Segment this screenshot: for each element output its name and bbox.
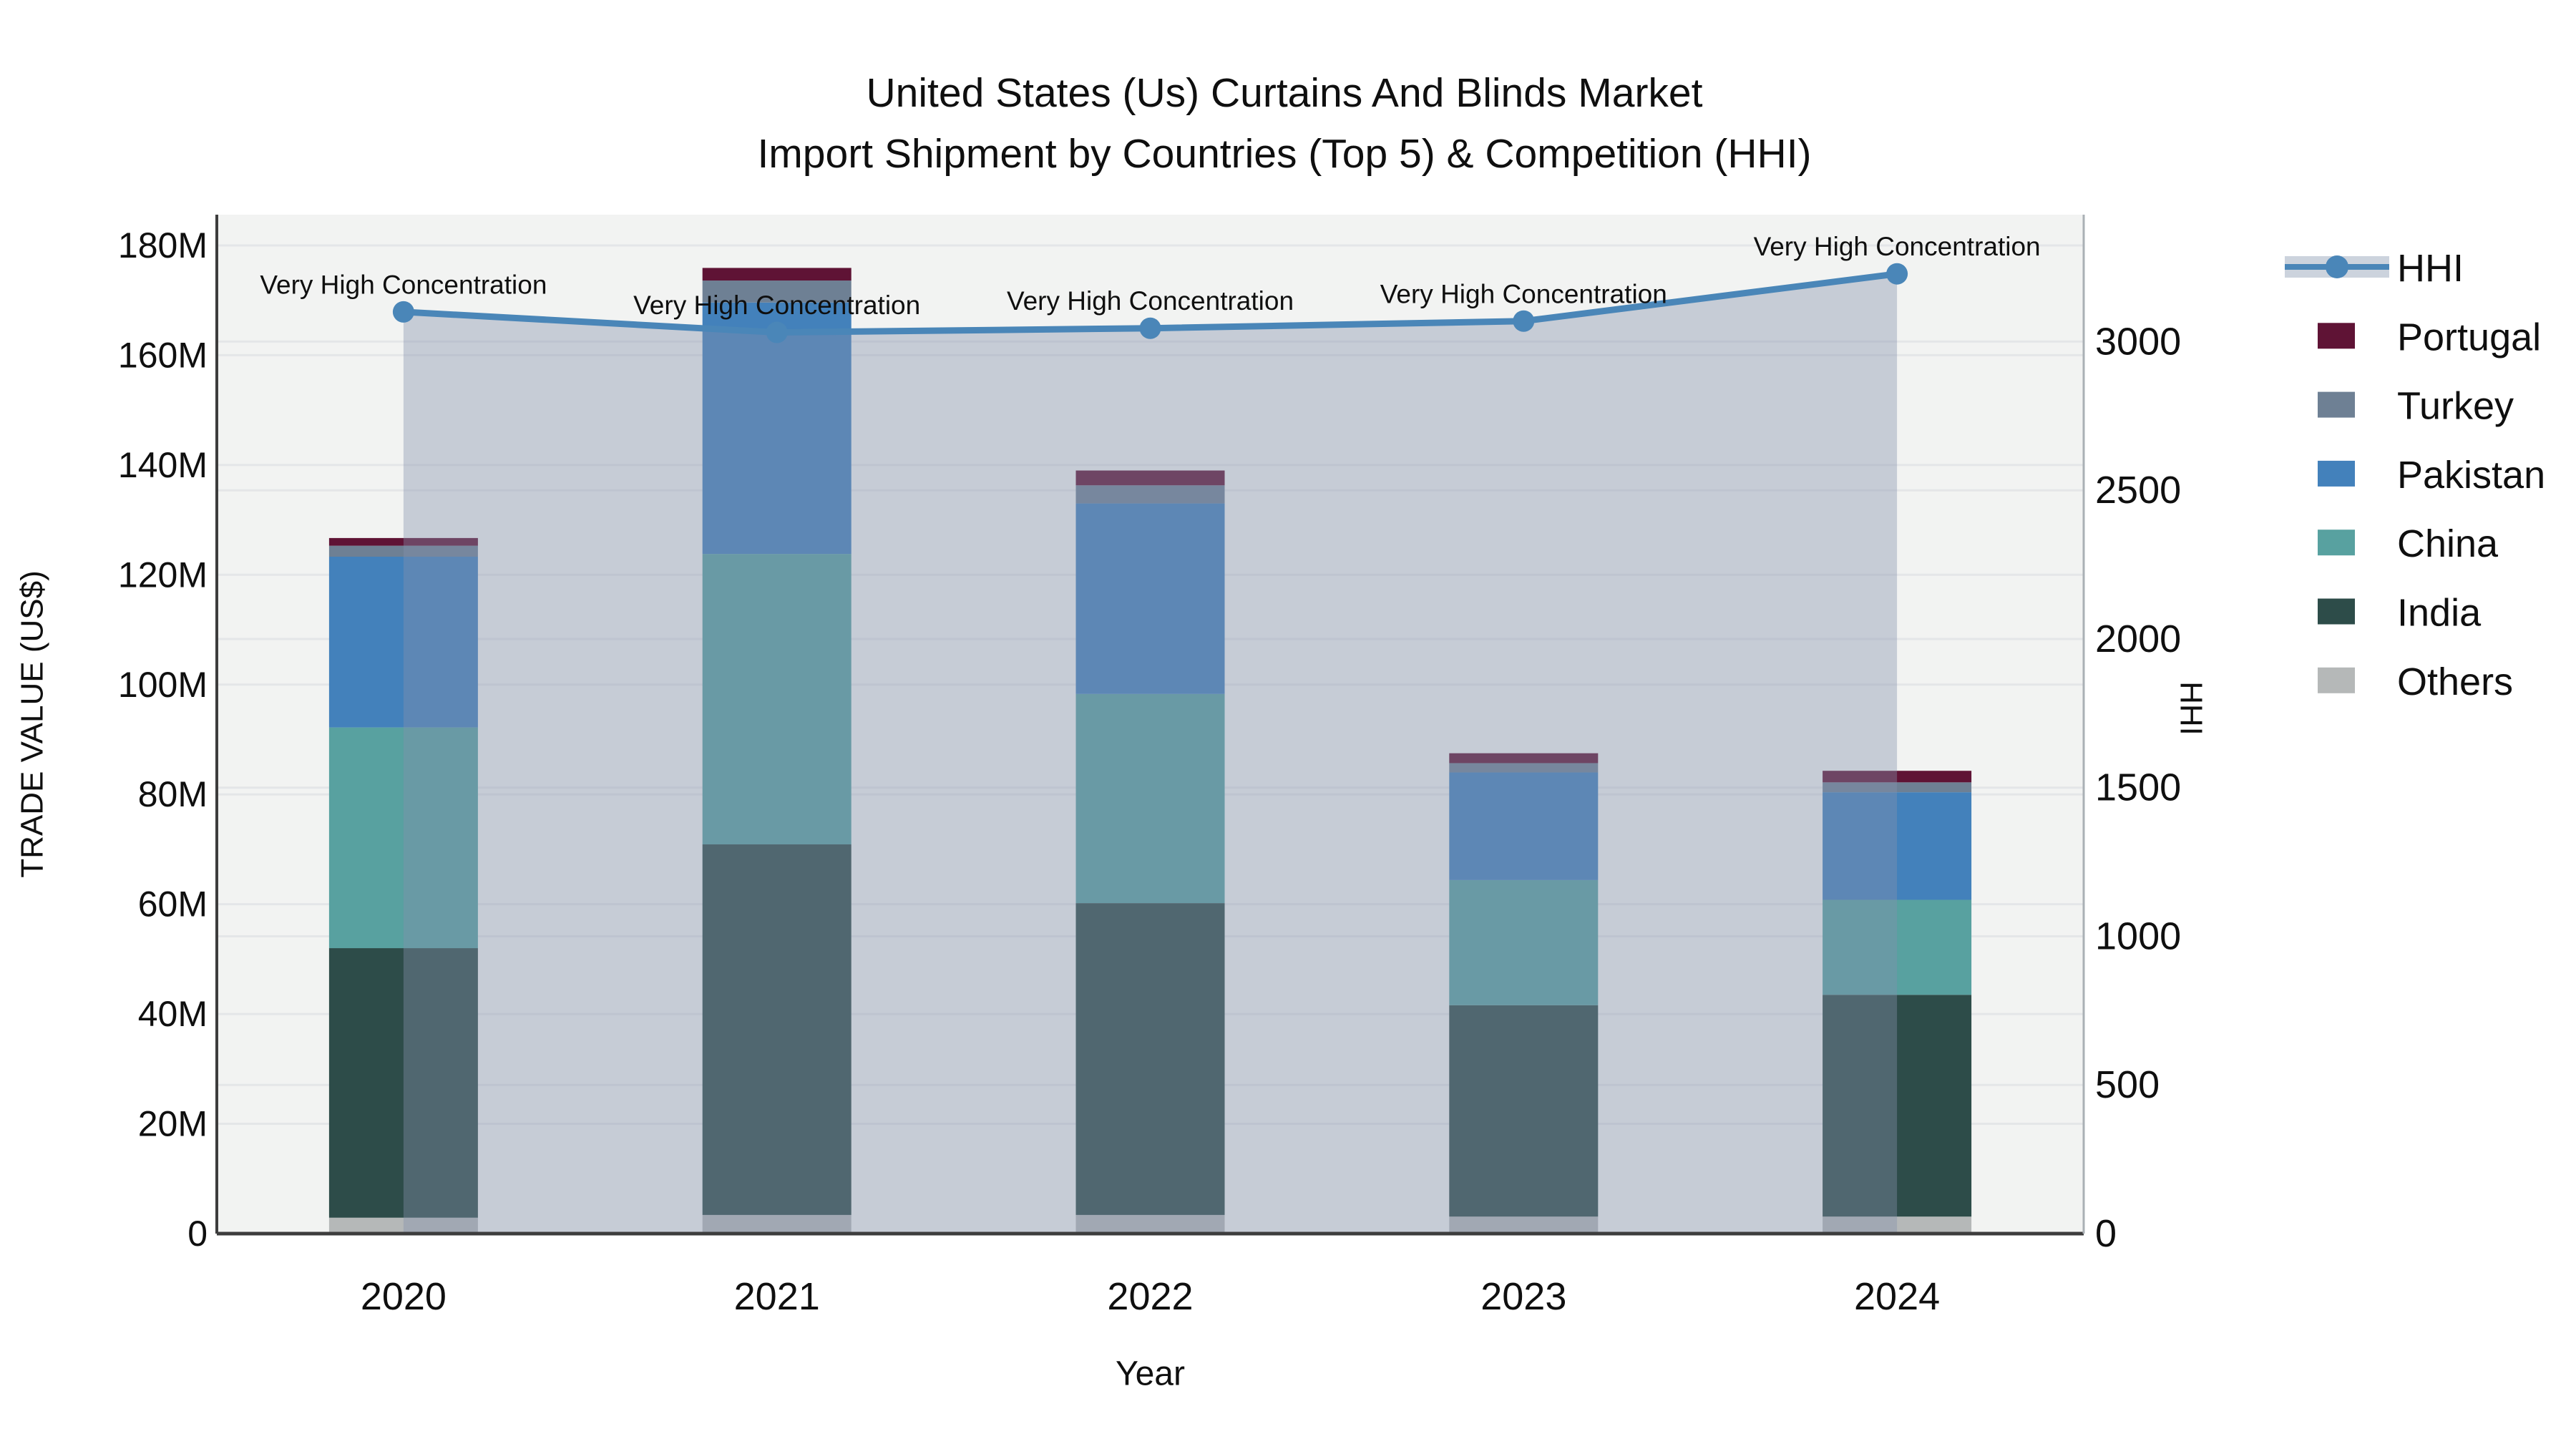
bar-2021-india[interactable]: [702, 844, 852, 1215]
y-left-tick-80M: 80M: [138, 774, 208, 814]
y-right-tick-2000: 2000: [2095, 618, 2181, 660]
legend-label-portugal: Portugal: [2397, 316, 2541, 358]
bar-2022-others[interactable]: [1075, 1214, 1225, 1234]
annotation-2024: Very High Concentration: [1754, 232, 2041, 261]
annotation-2021: Very High Concentration: [633, 291, 920, 320]
bar-2023-india[interactable]: [1449, 1005, 1599, 1217]
bar-2021-pakistan[interactable]: [702, 302, 852, 555]
bar-2020-china[interactable]: [328, 727, 478, 949]
y-right-tick-500: 500: [2095, 1063, 2160, 1106]
legend-label-turkey: Turkey: [2397, 385, 2514, 428]
y-left-tick-180M: 180M: [118, 225, 208, 265]
bar-2023-china[interactable]: [1449, 879, 1599, 1005]
bar-2020-pakistan[interactable]: [328, 556, 478, 728]
x-tick-2023: 2023: [1480, 1275, 1566, 1318]
bar-2021-portugal[interactable]: [702, 268, 852, 281]
bar-2020-others[interactable]: [328, 1217, 478, 1234]
y-left-tick-120M: 120M: [118, 555, 208, 595]
y-axis-right-title: HHI: [2174, 681, 2209, 736]
hhi-band: [403, 273, 1898, 1234]
bar-2024-china[interactable]: [1823, 899, 1972, 995]
legend-item-portugal[interactable]: Portugal: [2318, 316, 2541, 358]
legend-swatch-pakistan: [2318, 460, 2355, 487]
legend-label-china: China: [2397, 522, 2499, 565]
legend-item-turkey[interactable]: Turkey: [2318, 385, 2514, 428]
chart-title: United States (Us) Curtains And Blinds M…: [0, 63, 2569, 185]
legend-swatch-others: [2318, 667, 2355, 693]
chart-title-line2: Import Shipment by Countries (Top 5) & C…: [757, 131, 1812, 177]
legend-swatch-india: [2318, 598, 2355, 625]
y-right-tick-2500: 2500: [2095, 469, 2181, 512]
bar-2022-turkey[interactable]: [1075, 485, 1225, 504]
chart-title-line1: United States (Us) Curtains And Blinds M…: [866, 70, 1703, 116]
bar-2021-others[interactable]: [702, 1214, 852, 1234]
y-right-tick-0: 0: [2095, 1212, 2117, 1255]
y-left-tick-160M: 160M: [118, 335, 208, 375]
legend-item-india[interactable]: India: [2318, 592, 2482, 635]
bar-2024-others[interactable]: [1823, 1216, 1972, 1234]
legend-label-others: Others: [2397, 660, 2513, 703]
hhi-marker-2023[interactable]: [1513, 310, 1535, 332]
y-left-tick-40M: 40M: [138, 994, 208, 1034]
bar-2023-others[interactable]: [1449, 1216, 1599, 1234]
legend-item-pakistan[interactable]: Pakistan: [2318, 454, 2545, 497]
x-tick-2022: 2022: [1107, 1275, 1193, 1318]
legend-label-india: India: [2397, 592, 2482, 635]
bar-2022-pakistan[interactable]: [1075, 503, 1225, 694]
x-axis-title: Year: [1116, 1355, 1185, 1393]
legend-label-hhi: HHI: [2397, 247, 2464, 290]
legend-item-others[interactable]: Others: [2318, 660, 2513, 703]
bar-2020-turkey[interactable]: [328, 545, 478, 557]
legend-swatch-turkey: [2318, 391, 2355, 418]
bar-2020-portugal[interactable]: [328, 537, 478, 546]
bar-2023-portugal[interactable]: [1449, 753, 1599, 763]
y-left-tick-100M: 100M: [118, 665, 208, 705]
legend-item-china[interactable]: China: [2318, 522, 2499, 565]
bar-2021-turkey[interactable]: [702, 280, 852, 303]
bar-2024-pakistan[interactable]: [1823, 792, 1972, 900]
x-tick-2024: 2024: [1854, 1275, 1940, 1318]
y-right-tick-3000: 3000: [2095, 320, 2181, 363]
bar-2023-turkey[interactable]: [1449, 763, 1599, 773]
y-left-tick-20M: 20M: [138, 1104, 208, 1144]
bar-2024-turkey[interactable]: [1823, 782, 1972, 793]
legend-swatch-china: [2318, 530, 2355, 556]
bar-2022-portugal[interactable]: [1075, 470, 1225, 486]
legend-hhi-marker-icon: [2326, 255, 2348, 278]
y-left-tick-140M: 140M: [118, 445, 208, 485]
legend-swatch-portugal: [2318, 323, 2355, 349]
bar-2020-india[interactable]: [328, 948, 478, 1218]
x-tick-2020: 2020: [361, 1275, 447, 1318]
y-right-tick-1000: 1000: [2095, 914, 2181, 957]
hhi-marker-2020[interactable]: [392, 301, 414, 323]
legend-label-pakistan: Pakistan: [2397, 454, 2545, 497]
legend-item-hhi[interactable]: HHI: [2285, 247, 2464, 290]
bar-2021-china[interactable]: [702, 554, 852, 845]
annotation-2020: Very High Concentration: [260, 270, 547, 299]
hhi-marker-2024[interactable]: [1886, 263, 1908, 285]
x-tick-2021: 2021: [734, 1275, 820, 1318]
bar-2024-portugal[interactable]: [1823, 771, 1972, 783]
annotation-2022: Very High Concentration: [1007, 286, 1294, 316]
hhi-marker-2022[interactable]: [1139, 317, 1161, 339]
bar-2022-india[interactable]: [1075, 903, 1225, 1215]
y-right-tick-1500: 1500: [2095, 766, 2181, 809]
bar-2023-pakistan[interactable]: [1449, 772, 1599, 880]
y-left-tick-60M: 60M: [138, 884, 208, 924]
hhi-marker-2021[interactable]: [766, 321, 788, 343]
y-axis-left-title: TRADE VALUE (US$): [15, 570, 50, 878]
y-left-tick-0: 0: [187, 1214, 208, 1254]
bar-2022-china[interactable]: [1075, 693, 1225, 904]
annotation-2023: Very High Concentration: [1380, 279, 1667, 308]
bar-2024-india[interactable]: [1823, 995, 1972, 1217]
